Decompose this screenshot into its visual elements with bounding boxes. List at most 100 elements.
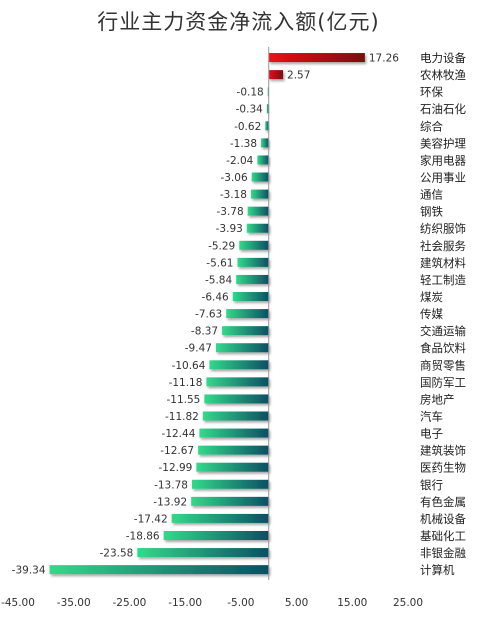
x-tick-label: -35.00 xyxy=(57,597,91,609)
category-label: 钢铁 xyxy=(420,205,443,219)
x-tick-label: -15.00 xyxy=(168,597,202,609)
bar-煤炭 xyxy=(232,292,269,302)
value-label: -11.82 xyxy=(165,411,199,423)
category-label: 汽车 xyxy=(420,410,443,424)
category-label: 轻工制造 xyxy=(420,273,466,287)
value-label: 17.26 xyxy=(369,53,399,65)
value-label: -0.34 xyxy=(236,104,263,116)
value-label: -10.64 xyxy=(172,360,206,372)
value-label: -3.93 xyxy=(216,223,243,235)
value-label: -12.67 xyxy=(160,445,194,457)
bar-基础化工 xyxy=(163,530,269,540)
category-label: 电力设备 xyxy=(420,51,466,65)
x-tick-label: 15.00 xyxy=(337,597,367,609)
bar-房地产 xyxy=(204,394,269,404)
bar-通信 xyxy=(250,189,269,199)
category-label: 食品饮料 xyxy=(420,341,466,355)
category-label: 传媒 xyxy=(420,307,443,321)
bar-食品饮料 xyxy=(215,343,269,353)
bar-农林牧渔 xyxy=(268,70,284,80)
bar-有色金属 xyxy=(191,496,269,506)
bar-国防军工 xyxy=(206,377,269,387)
category-label: 纺织服饰 xyxy=(420,222,466,236)
category-label: 社会服务 xyxy=(420,239,466,253)
bar-计算机 xyxy=(49,565,269,575)
x-tick-label: 5.00 xyxy=(285,597,308,609)
value-label: 2.57 xyxy=(287,70,310,82)
value-label: -11.18 xyxy=(169,377,203,389)
category-label: 煤炭 xyxy=(420,290,443,304)
category-label: 基础化工 xyxy=(420,529,466,543)
category-label: 有色金属 xyxy=(420,495,466,509)
bar-石油石化 xyxy=(266,104,269,114)
value-label: -5.29 xyxy=(208,240,235,252)
value-label: -2.04 xyxy=(226,155,253,167)
bar-轻工制造 xyxy=(236,274,269,284)
x-tick-label: -5.00 xyxy=(227,597,254,609)
x-tick-label: -45.00 xyxy=(1,597,35,609)
bar-传媒 xyxy=(226,309,269,319)
bar-建筑装饰 xyxy=(198,445,269,455)
category-label: 电子 xyxy=(420,427,443,441)
bar-电子 xyxy=(199,428,269,438)
bar-家用电器 xyxy=(257,155,269,165)
category-label: 国防军工 xyxy=(420,375,466,389)
bar-交通运输 xyxy=(222,326,269,336)
value-label: -17.42 xyxy=(134,513,168,525)
category-label: 交通运输 xyxy=(420,324,466,338)
category-label: 医药生物 xyxy=(420,461,466,475)
category-label: 非银金融 xyxy=(420,546,466,560)
value-label: -12.99 xyxy=(158,462,192,474)
value-label: -1.38 xyxy=(230,138,257,150)
value-label: -3.78 xyxy=(216,206,243,218)
value-label: -13.78 xyxy=(154,479,188,491)
category-label: 家用电器 xyxy=(420,153,466,167)
value-label: -9.47 xyxy=(185,343,212,355)
category-label: 公用事业 xyxy=(420,171,466,185)
bar-纺织服饰 xyxy=(246,223,269,233)
category-label: 环保 xyxy=(420,85,443,99)
value-label: -5.61 xyxy=(206,257,233,269)
category-label: 机械设备 xyxy=(420,512,466,526)
category-label: 计算机 xyxy=(420,563,455,577)
bar-汽车 xyxy=(202,411,269,421)
value-label: -12.44 xyxy=(162,428,196,440)
category-label: 石油石化 xyxy=(420,102,466,116)
bar-非银金融 xyxy=(137,548,269,558)
value-label: -8.37 xyxy=(191,326,218,338)
x-tick-label: -25.00 xyxy=(112,597,146,609)
category-label: 商贸零售 xyxy=(420,358,466,372)
value-label: -13.92 xyxy=(153,496,187,508)
value-label: -23.58 xyxy=(99,548,133,560)
bar-社会服务 xyxy=(239,240,269,250)
value-label: -0.18 xyxy=(237,87,264,99)
bar-医药生物 xyxy=(196,462,269,472)
bar-建筑材料 xyxy=(237,257,269,267)
bar-钢铁 xyxy=(247,206,269,216)
value-label: -3.06 xyxy=(220,172,247,184)
category-label: 银行 xyxy=(420,478,443,492)
value-label: -39.34 xyxy=(12,565,46,577)
value-label: -3.18 xyxy=(220,189,247,201)
category-label: 建筑材料 xyxy=(420,256,466,270)
category-label: 建筑装饰 xyxy=(420,444,466,458)
category-label: 农林牧渔 xyxy=(420,68,466,82)
category-label: 美容护理 xyxy=(420,136,466,150)
value-label: -18.86 xyxy=(126,530,160,542)
category-label: 房地产 xyxy=(420,392,455,406)
bar-综合 xyxy=(265,121,269,131)
value-label: -5.84 xyxy=(205,274,232,286)
value-label: -11.55 xyxy=(167,394,201,406)
chart-title: 行业主力资金净流入额(亿元) xyxy=(97,10,380,34)
category-label: 综合 xyxy=(420,119,443,133)
value-label: -6.46 xyxy=(202,292,229,304)
bar-电力设备 xyxy=(268,53,365,63)
bar-环保 xyxy=(267,87,269,97)
value-label: -7.63 xyxy=(195,309,222,321)
bar-美容护理 xyxy=(261,138,269,148)
value-label: -0.62 xyxy=(234,121,261,133)
bar-银行 xyxy=(191,479,269,489)
bar-商贸零售 xyxy=(209,360,269,370)
bar-公用事业 xyxy=(251,172,269,182)
